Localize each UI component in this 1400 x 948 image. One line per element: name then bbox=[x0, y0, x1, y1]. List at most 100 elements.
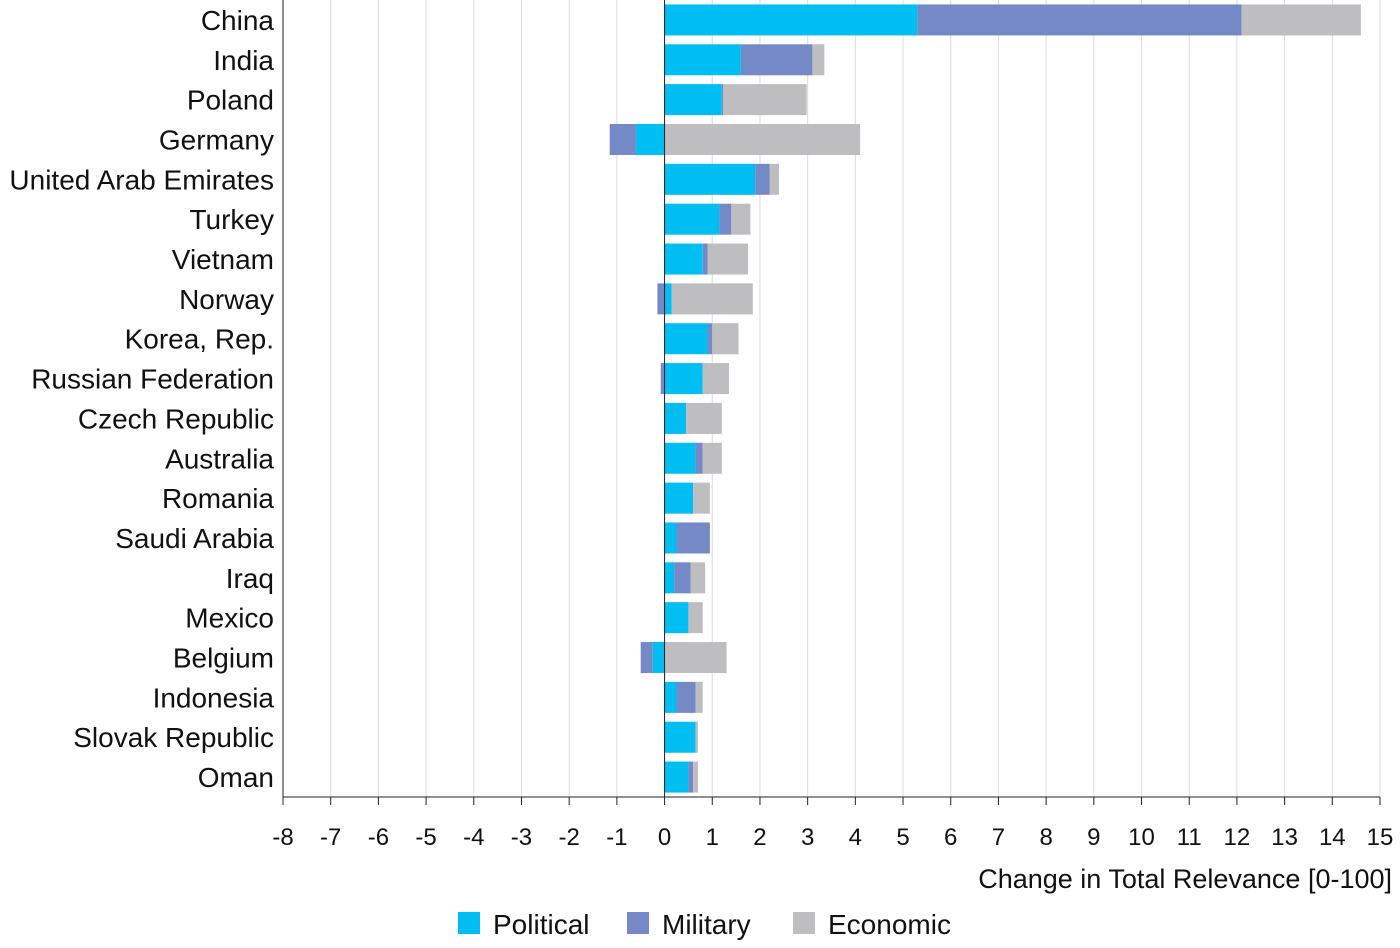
bar-military bbox=[660, 363, 665, 395]
category-label: Oman bbox=[198, 762, 274, 793]
category-label: Germany bbox=[159, 124, 274, 155]
legend: Political Military Economic bbox=[458, 909, 951, 940]
bar-political bbox=[664, 44, 741, 76]
bar-economic bbox=[1241, 4, 1361, 36]
bar-military bbox=[719, 203, 732, 235]
bar-military bbox=[609, 123, 636, 155]
category-label: United Arab Emirates bbox=[9, 164, 274, 195]
category-labels: China India Poland Germany United Arab Emira… bbox=[9, 5, 274, 793]
bar-military bbox=[721, 84, 724, 116]
bar-political bbox=[664, 243, 703, 275]
category-label: Belgium bbox=[173, 643, 274, 674]
x-tick-label: 5 bbox=[896, 824, 909, 851]
bar-military bbox=[674, 562, 691, 594]
bar-military bbox=[707, 323, 713, 355]
bar-political bbox=[664, 681, 677, 713]
bar-political bbox=[664, 163, 756, 195]
category-label: Vietnam bbox=[172, 244, 274, 275]
x-tick-label: -1 bbox=[606, 824, 627, 851]
x-tick-label: 13 bbox=[1271, 824, 1298, 851]
bar-economic bbox=[731, 203, 751, 235]
bar-economic bbox=[664, 642, 727, 674]
category-label: Indonesia bbox=[153, 682, 275, 713]
x-tick-label: -4 bbox=[463, 824, 484, 851]
x-tick-label: 4 bbox=[849, 824, 862, 851]
category-label: Slovak Republic bbox=[73, 722, 274, 753]
legend-swatch-economic bbox=[793, 912, 815, 934]
bar-political bbox=[664, 442, 696, 474]
bar-political bbox=[664, 402, 687, 434]
bar-political bbox=[652, 642, 665, 674]
bar-political bbox=[635, 123, 665, 155]
category-label: Czech Republic bbox=[78, 403, 274, 434]
bar-economic bbox=[671, 283, 753, 315]
bar-political bbox=[664, 363, 703, 395]
bar-political bbox=[664, 323, 708, 355]
category-label: India bbox=[213, 45, 274, 76]
bar-economic bbox=[664, 123, 861, 155]
x-axis: -8 -7 -6 -5 -4 -3 -2 -1 0 1 2 3 4 5 6 7 8 9 10 11 12 13 14 15 bbox=[272, 0, 1393, 851]
bar-military bbox=[688, 761, 694, 793]
bar-economic bbox=[723, 84, 807, 116]
bar-economic bbox=[707, 243, 749, 275]
x-tick-label: 15 bbox=[1367, 824, 1394, 851]
bar-economic bbox=[688, 602, 703, 634]
x-tick-label: 8 bbox=[1039, 824, 1052, 851]
x-tick-label: 12 bbox=[1224, 824, 1251, 851]
category-label: Australia bbox=[165, 443, 274, 474]
bar-economic bbox=[702, 363, 729, 395]
x-tick-label: 10 bbox=[1128, 824, 1155, 851]
bar-political bbox=[664, 522, 677, 554]
category-label: Mexico bbox=[185, 603, 274, 634]
category-label: Russian Federation bbox=[31, 364, 274, 395]
category-label: Korea, Rep. bbox=[125, 324, 274, 355]
x-tick-label: -7 bbox=[320, 824, 341, 851]
bar-political bbox=[664, 84, 722, 116]
x-tick-label: 1 bbox=[706, 824, 719, 851]
bar-political bbox=[664, 602, 689, 634]
x-tick-label: 14 bbox=[1319, 824, 1346, 851]
bar-political bbox=[664, 482, 694, 514]
bar-economic bbox=[690, 562, 706, 594]
bar-economic bbox=[702, 442, 722, 474]
x-tick-label: -8 bbox=[272, 824, 293, 851]
bar-economic bbox=[693, 761, 698, 793]
bar-military bbox=[676, 681, 696, 713]
x-tick-label: -6 bbox=[368, 824, 389, 851]
x-tick-label: 0 bbox=[658, 824, 671, 851]
x-tick-label: 2 bbox=[753, 824, 766, 851]
legend-swatch-military bbox=[627, 912, 649, 934]
bar-political bbox=[664, 761, 689, 793]
x-tick-label: -2 bbox=[559, 824, 580, 851]
x-tick-label: 3 bbox=[801, 824, 814, 851]
bar-political bbox=[664, 283, 672, 315]
x-axis-title: Change in Total Relevance [0-100] bbox=[978, 864, 1392, 894]
legend-label-military: Military bbox=[662, 909, 751, 940]
category-label: Poland bbox=[187, 85, 274, 116]
bar-military bbox=[702, 243, 708, 275]
bars bbox=[609, 4, 1361, 793]
bar-military bbox=[755, 163, 770, 195]
x-tick-label: -5 bbox=[415, 824, 436, 851]
x-tick-label: 9 bbox=[1087, 824, 1100, 851]
bar-military bbox=[740, 44, 813, 76]
category-label: Saudi Arabia bbox=[115, 523, 274, 554]
x-tick-label: 6 bbox=[944, 824, 957, 851]
legend-swatch-political bbox=[458, 912, 480, 934]
bar-economic bbox=[812, 44, 825, 76]
category-label: Iraq bbox=[226, 563, 274, 594]
bar-economic bbox=[695, 681, 703, 713]
bar-political bbox=[664, 203, 720, 235]
category-label: Turkey bbox=[189, 204, 274, 235]
bar-economic bbox=[693, 482, 710, 514]
category-label: Romania bbox=[162, 483, 274, 514]
bar-political bbox=[664, 721, 696, 753]
bar-economic bbox=[769, 163, 780, 195]
bar-economic bbox=[712, 323, 739, 355]
bar-economic bbox=[686, 402, 722, 434]
bar-political bbox=[664, 562, 675, 594]
legend-label-economic: Economic bbox=[828, 909, 951, 940]
category-label: Norway bbox=[179, 284, 274, 315]
